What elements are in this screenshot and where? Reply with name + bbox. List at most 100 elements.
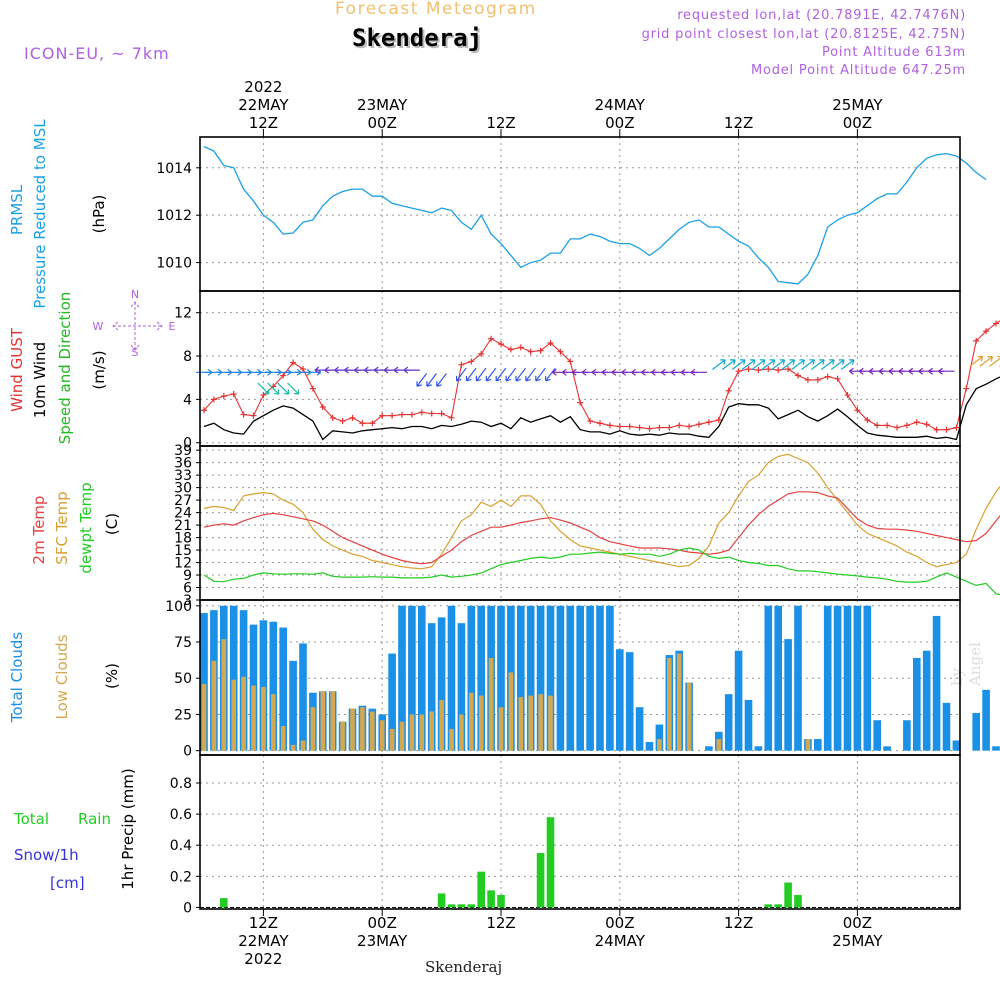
- gust-point: [755, 367, 762, 374]
- compass-n: N: [131, 288, 139, 301]
- gust-point: [864, 416, 871, 423]
- total-cloud-bar: [556, 605, 565, 751]
- low-cloud-bar: [370, 711, 375, 751]
- total-cloud-bar: [279, 627, 287, 751]
- total-cloud-bar: [269, 621, 278, 751]
- bottom-time-label: 00Z: [368, 914, 397, 932]
- gust-point: [468, 358, 475, 365]
- gust-point: [220, 393, 227, 400]
- low-cloud-bar: [716, 739, 722, 751]
- total-cloud-bar: [388, 653, 396, 751]
- gust-point: [230, 390, 237, 397]
- total-cloud-bar: [645, 741, 654, 751]
- gust-point: [290, 359, 297, 366]
- gust-point: [646, 425, 653, 432]
- gust-point: [201, 407, 207, 414]
- gust-point: [804, 376, 811, 383]
- compass-s: S: [132, 346, 139, 359]
- gust-point: [428, 410, 435, 417]
- gust-point: [745, 366, 752, 373]
- gust-point: [408, 411, 415, 418]
- gust-point: [418, 409, 425, 416]
- y-tick-label: 0.6: [170, 807, 192, 823]
- wind-direction-arrow: [781, 359, 796, 370]
- panel-precip: 0 0.2 0.4 0.6 0.8: [170, 755, 960, 916]
- total-cloud-bar: [566, 605, 575, 751]
- low-cloud-bar: [409, 714, 415, 751]
- precip-snow-label: Snow/1h: [14, 846, 79, 864]
- y-tick-label: 0: [183, 436, 192, 452]
- total-cloud-bar: [457, 623, 466, 751]
- y-tick-label: 0: [183, 900, 192, 916]
- total-cloud-bar: [833, 605, 842, 751]
- gust-point: [983, 328, 990, 335]
- bottom-time-label: 12Z: [724, 914, 753, 932]
- wind-direction-arrow: [426, 373, 437, 387]
- wind-direction-arrow: [465, 367, 477, 382]
- total-cloud-bar: [705, 746, 713, 751]
- top-time-label: 24MAY: [595, 96, 646, 114]
- rain-bar: [794, 895, 802, 908]
- panel-frame: [199, 754, 961, 910]
- gust-point: [656, 424, 663, 431]
- wind-direction-arrow: [969, 356, 984, 367]
- gust-point: [923, 421, 930, 428]
- total-cloud-bar: [408, 605, 416, 751]
- rain-bar: [784, 882, 792, 908]
- y-tick-label: 0.2: [170, 869, 192, 885]
- gust-point: [824, 373, 831, 380]
- gust-point: [775, 367, 782, 374]
- low-cloud-bar: [538, 694, 543, 751]
- low-cloud-bar: [686, 682, 692, 751]
- y-tick-label: 15: [174, 543, 192, 559]
- rain-bar: [477, 871, 485, 908]
- low-cloud-bar: [419, 714, 425, 751]
- top-time-label: 22MAY: [238, 96, 289, 114]
- total-cloud-bar: [784, 639, 792, 751]
- y-tick-label: 1012: [156, 208, 192, 224]
- total-cloud-bar: [289, 660, 297, 751]
- total-cloud-bar: [427, 623, 436, 751]
- gust-point: [478, 350, 485, 357]
- y-tick-label: 18: [174, 531, 192, 547]
- y-tick-label: 4: [183, 392, 192, 408]
- y-tick-label: 24: [174, 506, 192, 522]
- y-tick-label: 100: [165, 599, 192, 615]
- low-cloud-bar: [330, 691, 335, 751]
- gust-point: [874, 422, 881, 429]
- low-cloud-bar: [508, 672, 514, 751]
- precip-unit: 1hr Precip (mm): [119, 768, 137, 889]
- total-cloud-bar: [932, 615, 941, 751]
- gust-point: [735, 368, 742, 375]
- low-cloud-bar: [498, 707, 504, 751]
- gust-point: [666, 424, 673, 431]
- wind-direction-arrow: [840, 359, 855, 370]
- gust-point: [458, 361, 465, 368]
- wind-direction-arrow: [515, 367, 527, 382]
- total-cloud-bar: [616, 649, 624, 751]
- sfc-temp-line: [203, 453, 1000, 570]
- top-time-label: 12Z: [249, 114, 278, 132]
- gust-point: [844, 392, 851, 399]
- y-tick-label: 12: [174, 306, 192, 322]
- low-cloud-bar: [251, 685, 256, 751]
- gust-point: [488, 335, 495, 342]
- pressure-unit: (hPa): [90, 195, 108, 234]
- bottom-time-label: 23MAY: [357, 932, 408, 950]
- total-cloud-bar: [655, 724, 664, 751]
- low-cloud-bar: [310, 707, 316, 751]
- gust-point: [884, 422, 891, 429]
- bottom-time-label: 12Z: [486, 914, 515, 932]
- gust-point: [567, 358, 574, 365]
- total-cloud-bar: [734, 650, 743, 751]
- y-tick-label: 8: [183, 349, 192, 365]
- gust-point: [339, 418, 346, 425]
- total-cloud-bar: [903, 720, 911, 751]
- gust-point: [834, 375, 841, 382]
- rain-bar: [467, 904, 476, 908]
- total-cloud-bar: [942, 702, 951, 751]
- gust-point: [438, 410, 445, 417]
- gust-point: [309, 385, 316, 392]
